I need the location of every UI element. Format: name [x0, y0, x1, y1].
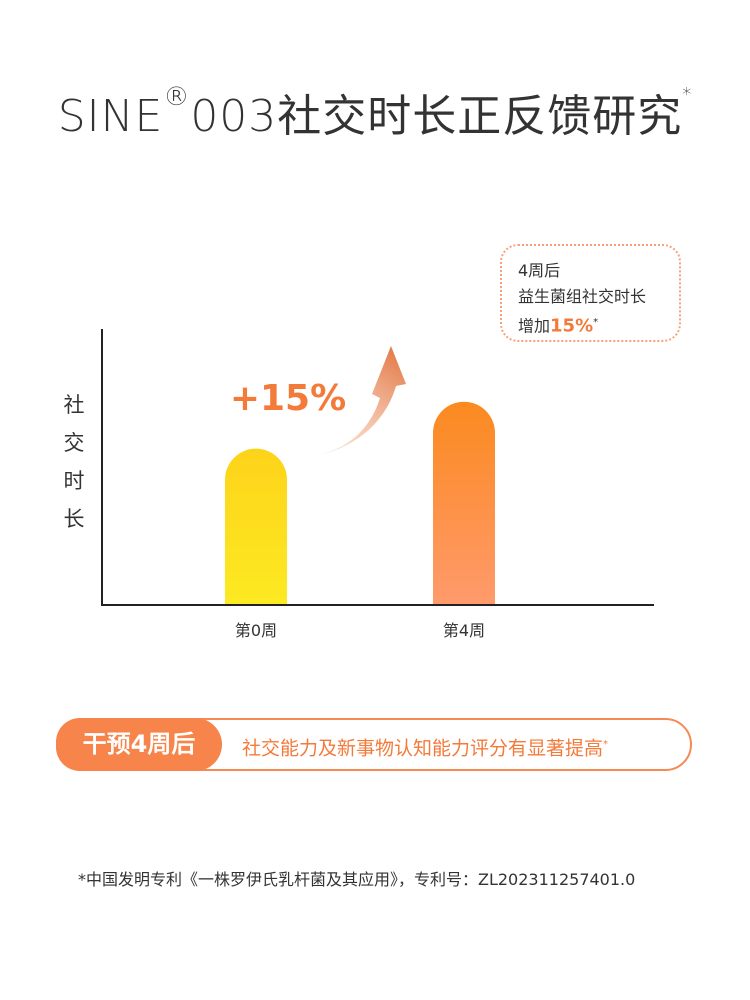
- callout-line3: 增加15%*: [518, 310, 679, 339]
- patent-footnote: *中国发明专利《一株罗伊氏乳杆菌及其应用》，专利号：ZL202311257401…: [78, 870, 636, 889]
- bars-group: [225, 401, 495, 605]
- y-axis-char: 长: [63, 507, 85, 531]
- summary-tag: 干预4周后: [56, 718, 222, 771]
- growth-label: +15%: [230, 378, 346, 419]
- bar-1: [433, 401, 495, 605]
- callout-line2: 益生菌组社交时长: [518, 287, 647, 306]
- growth-arrow-arc: [246, 346, 406, 458]
- y-axis-label: 社 交 时 长: [62, 386, 86, 538]
- registered-mark: ®: [163, 82, 191, 112]
- x-tick-label: 第4周: [443, 621, 485, 640]
- callout-line1: 4周后: [518, 261, 561, 280]
- summary-text: 社交能力及新事物认知能力评分有显著提高: [242, 737, 604, 760]
- bar-chart: +15% 第0周 第4周: [101, 329, 654, 640]
- callout-line3-prefix: 增加: [518, 316, 551, 336]
- callout-highlight: 15%: [550, 315, 594, 337]
- y-axis-char: 交: [63, 431, 85, 455]
- x-tick-labels: 第0周 第4周: [235, 621, 485, 640]
- title-main: 003社交时长正反馈研究: [190, 91, 683, 142]
- summary-banner: 干预4周后 社交能力及新事物认知能力评分有显著提高*: [56, 718, 692, 771]
- x-tick-label: 第0周: [235, 621, 277, 640]
- bar-0: [225, 448, 287, 605]
- growth-arrow: [246, 346, 406, 458]
- title-asterisk: *: [682, 84, 693, 105]
- result-callout: 4周后 益生菌组社交时长 增加15%*: [500, 244, 681, 342]
- summary-asterisk: *: [603, 739, 609, 750]
- page-title: SINE®003社交时长正反馈研究*: [0, 80, 750, 144]
- y-axis-char: 社: [63, 393, 85, 417]
- callout-asterisk: *: [593, 317, 599, 328]
- y-axis-char: 时: [63, 469, 85, 493]
- title-prefix: SINE: [57, 91, 164, 142]
- summary-description: 社交能力及新事物认知能力评分有显著提高*: [242, 720, 608, 773]
